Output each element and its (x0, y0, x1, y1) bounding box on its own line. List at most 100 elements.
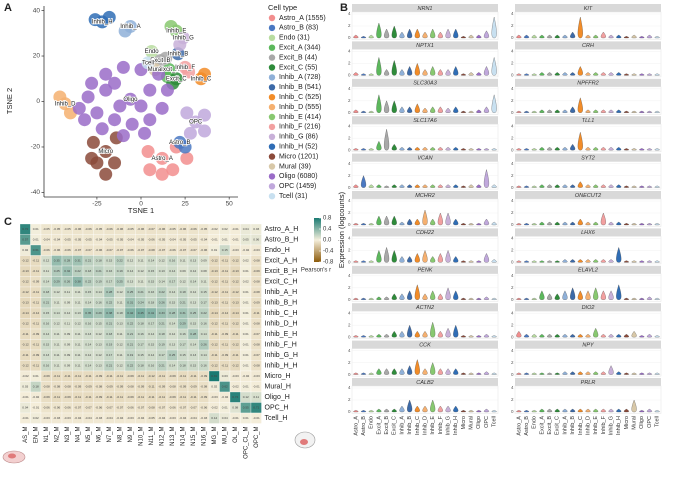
cell-value: -0.07 (253, 332, 260, 336)
violin (376, 140, 382, 151)
violin (554, 109, 560, 113)
violin (407, 218, 413, 226)
y-tick-label: 4 (348, 161, 351, 166)
cell-value: 0.09 (64, 301, 70, 305)
cell-value: 0.26 (64, 280, 70, 284)
violin (476, 148, 482, 151)
x-tick-label: Inhib_H (453, 416, 459, 435)
violin (353, 223, 359, 226)
violin (407, 28, 413, 39)
violin (460, 297, 466, 300)
cell-value: 0.29 (180, 322, 186, 326)
point (81, 90, 95, 104)
cell-value: -0.13 (232, 301, 239, 305)
cell-value: 0.01 (243, 290, 249, 294)
cell-value: 0.11 (54, 364, 60, 368)
cell-value: 0.18 (148, 301, 154, 305)
legend-label: Inhib_C (525) (279, 94, 321, 101)
violin (422, 31, 428, 39)
cell-value: 0.26 (159, 301, 165, 305)
point (159, 51, 173, 65)
cell-value: 0.25 (117, 280, 123, 284)
violin (562, 34, 568, 39)
violin (616, 184, 622, 188)
x-tick-label: Inhib_F (438, 415, 444, 434)
violin (437, 293, 443, 300)
violin (608, 109, 614, 113)
row-label: Excit_C_H (265, 279, 298, 286)
cell-value: -0.09 (127, 374, 134, 378)
cell-value: -0.01 (232, 416, 239, 420)
point (197, 67, 211, 81)
violin (353, 297, 359, 300)
violin (654, 410, 660, 413)
cell-value: -0.05 (127, 227, 134, 231)
cell-value: -0.09 (221, 353, 228, 357)
violin (608, 34, 614, 39)
cell-value: 0.09 (64, 364, 70, 368)
cell-value: 0.17 (201, 301, 207, 305)
point (85, 151, 99, 165)
violin (516, 73, 522, 76)
column-label: N1_M (44, 427, 50, 443)
x-tick-label: Inhib_D (422, 416, 428, 435)
cell-value: 0.18 (33, 385, 39, 389)
cell-value: 0.16 (43, 322, 49, 326)
violin (600, 212, 606, 226)
violin (445, 287, 451, 300)
legend-swatch (268, 103, 276, 111)
violin (437, 69, 443, 76)
violin (585, 334, 591, 338)
cell-value: 0.13 (43, 353, 49, 357)
violin (476, 297, 482, 300)
x-tick-label: Micro (461, 416, 467, 429)
cell-value: 0.01 (243, 385, 249, 389)
cell-value: -0.03 (169, 416, 176, 420)
cell-value: 0.18 (117, 311, 123, 315)
cell-value: 0.13 (117, 322, 123, 326)
violin (585, 408, 591, 413)
point (183, 126, 197, 140)
cell-value: 0.28 (64, 259, 70, 263)
violin (631, 110, 637, 113)
legend-swatch (268, 113, 276, 121)
cell-value: -0.08 (253, 364, 260, 368)
cell-value: -0.06 (43, 406, 50, 410)
cell-value: 0.14 (127, 269, 133, 273)
cell-value: -0.11 (64, 374, 71, 378)
violin (437, 147, 443, 151)
violin (623, 36, 629, 39)
violin (523, 110, 530, 113)
violin (554, 184, 560, 188)
point (152, 67, 166, 81)
cell-value: 0.21 (106, 364, 112, 368)
violin (422, 293, 428, 300)
violin (616, 34, 622, 39)
point (99, 83, 113, 97)
violin (631, 330, 637, 338)
row-label: Inhib_A_H (265, 289, 298, 296)
column-label: OPC_M (254, 427, 260, 448)
violin (654, 185, 660, 188)
cell-value: 0.57 (22, 238, 28, 242)
gene-name: SLC30A3 (413, 81, 437, 87)
cell-value: -0.11 (211, 353, 218, 357)
column-label: N9_M (128, 427, 134, 443)
cell-value: -0.09 (137, 385, 144, 389)
cell-value: 0.01 (243, 311, 249, 315)
cell-value: 0.15 (148, 269, 154, 273)
violin (523, 410, 530, 413)
y-tick-label: 0 (511, 35, 514, 40)
strip (515, 153, 661, 162)
violin (476, 335, 482, 338)
point (180, 106, 194, 120)
violin (437, 31, 443, 39)
cell-value: 0.22 (159, 290, 165, 294)
cell-value: 0.05 (243, 238, 249, 242)
x-tick-label: Astro_B (361, 416, 367, 436)
violin (608, 334, 614, 338)
panel-letter: A (4, 2, 12, 14)
violin (631, 399, 637, 413)
violin (547, 408, 553, 413)
violin (391, 250, 397, 263)
